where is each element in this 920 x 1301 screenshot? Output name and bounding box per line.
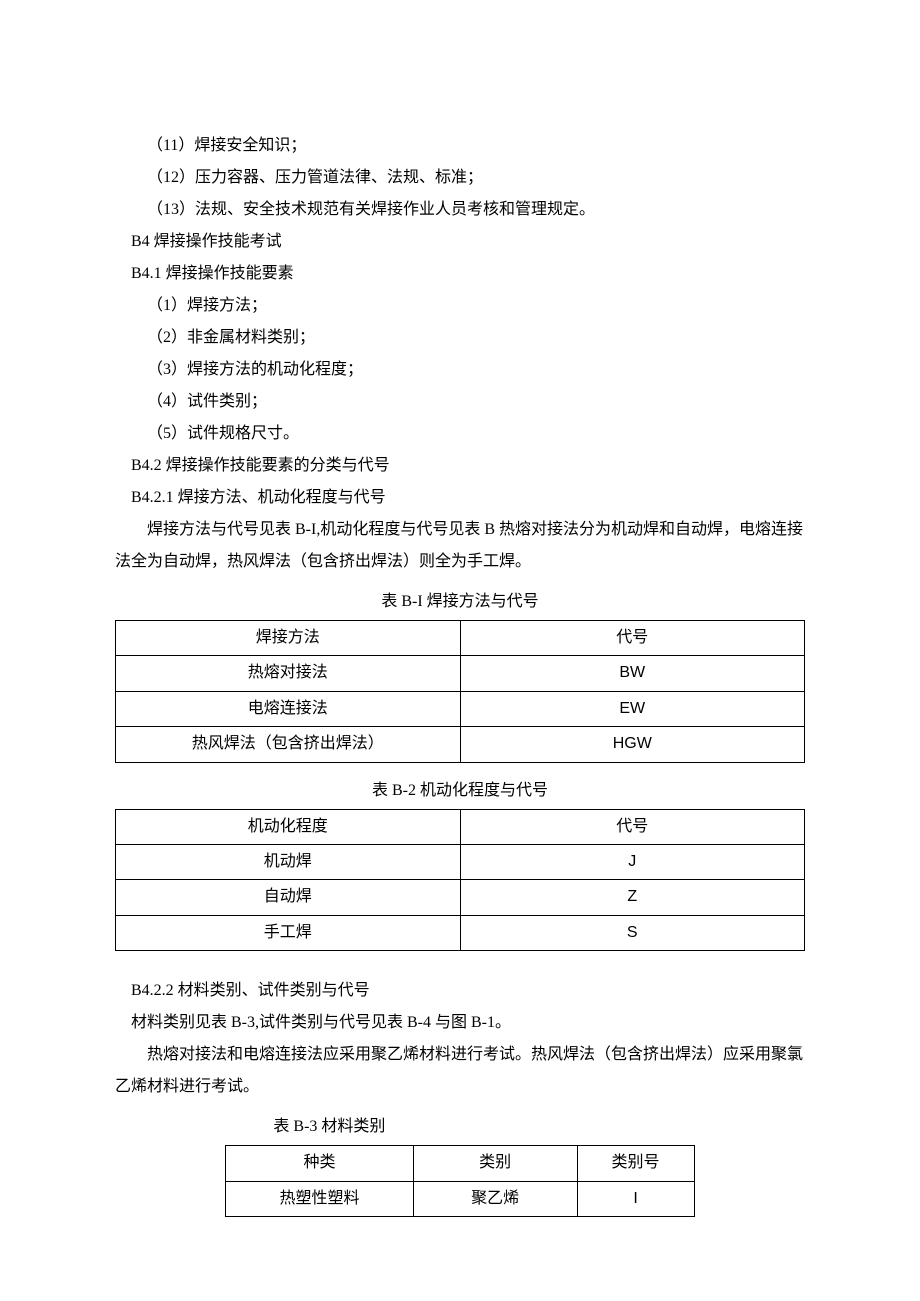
table-welding-methods: 焊接方法 代号 热熔对接法 BW 电熔连接法 EW 热风焊法（包含挤出焊法） H…	[115, 620, 805, 763]
table-cell: 热熔对接法	[116, 656, 461, 691]
table-mechanization-degree: 机动化程度 代号 机动焊 J 自动焊 Z 手工焊 S	[115, 809, 805, 952]
table-cell: 聚乙烯	[413, 1181, 577, 1216]
list-item-4: （4）试件类别；	[115, 386, 805, 418]
table-cell: 机动焊	[116, 844, 461, 879]
list-item-12: （12）压力容器、压力管道法律、法规、标准；	[115, 162, 805, 194]
table-row: 热风焊法（包含挤出焊法） HGW	[116, 727, 805, 762]
paragraph-2: 材料类别见表 B-3,试件类别与代号见表 B-4 与图 B-1。	[115, 1007, 805, 1039]
heading-b4-2-1: B4.2.1 焊接方法、机动化程度与代号	[115, 482, 805, 514]
table-header: 种类	[226, 1146, 413, 1181]
list-item-13: （13）法规、安全技术规范有关焊接作业人员考核和管理规定。	[115, 194, 805, 226]
table-header: 类别号	[577, 1146, 694, 1181]
table-cell: 热风焊法（包含挤出焊法）	[116, 727, 461, 762]
list-item-2: （2）非金属材料类别；	[115, 322, 805, 354]
table-header: 焊接方法	[116, 621, 461, 656]
table-header: 代号	[460, 809, 805, 844]
list-item-5: （5）试件规格尺寸。	[115, 418, 805, 450]
table-cell: I	[577, 1181, 694, 1216]
table-cell: BW	[460, 656, 805, 691]
table-header: 机动化程度	[116, 809, 461, 844]
table-cell: J	[460, 844, 805, 879]
list-item-11: （11）焊接安全知识；	[115, 130, 805, 162]
table-row: 机动焊 J	[116, 844, 805, 879]
heading-b4: B4 焊接操作技能考试	[115, 226, 805, 258]
table-cell: HGW	[460, 727, 805, 762]
table-row: 热熔对接法 BW	[116, 656, 805, 691]
table-header: 代号	[460, 621, 805, 656]
table-row: 电熔连接法 EW	[116, 691, 805, 726]
list-item-1: （1）焊接方法；	[115, 290, 805, 322]
paragraph-1: 焊接方法与代号见表 B-I,机动化程度与代号见表 B 热熔对接法分为机动焊和自动…	[115, 514, 805, 578]
table-cell: 电熔连接法	[116, 691, 461, 726]
table-row: 焊接方法 代号	[116, 621, 805, 656]
table-row: 机动化程度 代号	[116, 809, 805, 844]
table-header: 类别	[413, 1146, 577, 1181]
table-cell: 热塑性塑料	[226, 1181, 413, 1216]
table-cell: Z	[460, 880, 805, 915]
heading-b4-1: B4.1 焊接操作技能要素	[115, 258, 805, 290]
paragraph-3: 热熔对接法和电熔连接法应采用聚乙烯材料进行考试。热风焊法（包含挤出焊法）应采用聚…	[115, 1039, 805, 1103]
table-cell: EW	[460, 691, 805, 726]
heading-b4-2-2: B4.2.2 材料类别、试件类别与代号	[115, 975, 805, 1007]
table-1-caption: 表 B-I 焊接方法与代号	[115, 586, 805, 618]
table-material-categories: 种类 类别 类别号 热塑性塑料 聚乙烯 I	[225, 1145, 694, 1217]
table-3-caption: 表 B-3 材料类别	[225, 1111, 694, 1143]
table-cell: 手工焊	[116, 915, 461, 950]
table-row: 热塑性塑料 聚乙烯 I	[226, 1181, 694, 1216]
list-item-3: （3）焊接方法的机动化程度；	[115, 354, 805, 386]
heading-b4-2: B4.2 焊接操作技能要素的分类与代号	[115, 450, 805, 482]
table-row: 自动焊 Z	[116, 880, 805, 915]
table-cell: 自动焊	[116, 880, 461, 915]
table-2-caption: 表 B-2 机动化程度与代号	[115, 775, 805, 807]
table-cell: S	[460, 915, 805, 950]
table-row: 手工焊 S	[116, 915, 805, 950]
table-row: 种类 类别 类别号	[226, 1146, 694, 1181]
